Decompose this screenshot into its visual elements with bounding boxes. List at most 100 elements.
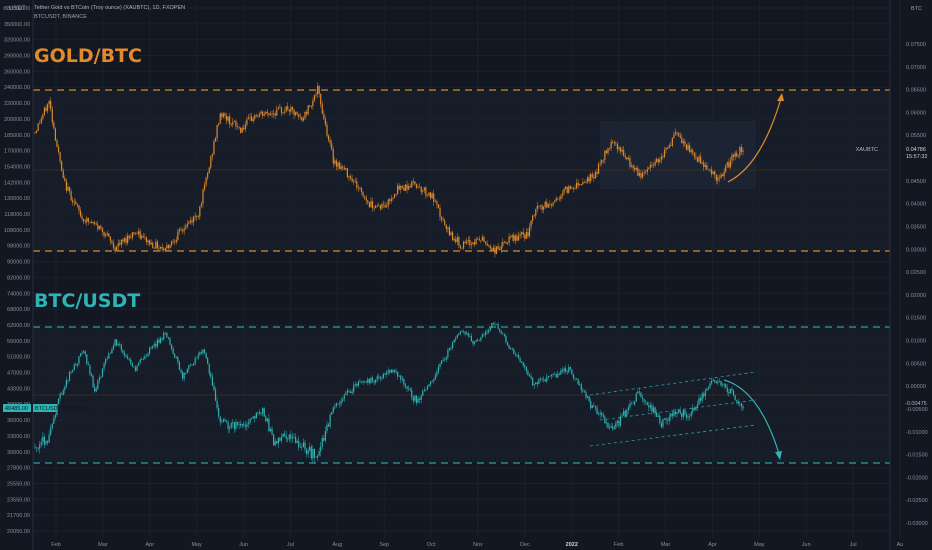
candle-body (637, 168, 639, 176)
candle-body (558, 373, 560, 375)
candle-body (288, 109, 290, 112)
candle-body (500, 245, 502, 250)
btc-projection-arrow[interactable] (723, 379, 781, 458)
overlay-symbol-label[interactable]: BTCUSDT, BINANCE (34, 14, 87, 20)
candle-body (455, 338, 457, 340)
candle-body (287, 106, 289, 110)
candle-body (54, 415, 57, 418)
time-axis-tick: Feb (51, 542, 60, 548)
candle-body (68, 186, 71, 192)
candle-body (123, 238, 126, 242)
candle-body (728, 391, 730, 394)
candle-body (516, 354, 518, 356)
candle-body (67, 380, 69, 381)
candle-body (521, 232, 523, 235)
candle-body (543, 379, 545, 380)
candle-body (251, 116, 253, 121)
candle-body (555, 198, 557, 202)
candle-body (131, 363, 133, 367)
candle-body (243, 128, 245, 130)
candle-body (95, 389, 97, 392)
time-axis[interactable]: Feb Mar Apr May Jun Jul Aug Sep Oct Nov Dec 2022 Feb… (51, 542, 903, 548)
candle-body (136, 233, 138, 235)
candle-body (357, 187, 359, 189)
candle-body (304, 111, 306, 119)
candle-body (298, 440, 300, 448)
candle-body (326, 424, 328, 432)
currency-label[interactable]: USDT (9, 6, 26, 12)
candle-body (235, 422, 237, 430)
candle-body (740, 146, 743, 152)
candle-body (236, 422, 239, 425)
candle-body (101, 368, 104, 377)
candle-body (84, 221, 86, 223)
candle-body (492, 247, 494, 251)
candle-body (86, 217, 88, 223)
candle-body (681, 413, 683, 418)
candle-body (535, 382, 537, 385)
btc-arrow-head-icon (775, 451, 782, 460)
candle-body (401, 186, 403, 188)
candle-body (386, 372, 388, 375)
candle-body (670, 413, 672, 417)
candle-body (558, 198, 560, 200)
candle-body (684, 141, 686, 145)
right-axis-tick: -0.02000 (906, 475, 928, 481)
candle-body (346, 390, 348, 394)
candle-body (582, 182, 584, 185)
candle-body (624, 155, 626, 158)
candle-body (73, 201, 75, 203)
right-axis-tick: 0.03000 (906, 247, 926, 253)
candle-body (269, 113, 272, 115)
candle-body (445, 224, 447, 229)
candle-body (362, 381, 364, 383)
candle-body (61, 161, 63, 172)
candle-body (403, 187, 405, 191)
candle-body (284, 433, 286, 436)
candle-body (514, 235, 516, 241)
symbol-title[interactable]: Tether Gold vs BTCoin (Troy ounce) (XAUB… (34, 5, 185, 11)
candle-body (464, 241, 466, 244)
candle-body (337, 162, 339, 167)
btc-right-tag: -0.00475 (905, 401, 927, 407)
candle-body (224, 113, 226, 116)
candle-body (387, 199, 389, 206)
candle-body (604, 150, 606, 160)
candle-body (742, 406, 744, 409)
candle-body (557, 373, 559, 378)
candle-body (517, 354, 520, 359)
candle-body (155, 344, 157, 347)
candle-body (403, 379, 405, 385)
candle-body (90, 221, 93, 224)
candle-body (280, 107, 283, 113)
candle-body (649, 405, 651, 408)
candle-body (610, 426, 612, 428)
btc-channel-lower[interactable] (589, 424, 757, 447)
candle-body (525, 232, 527, 239)
time-axis-tick: Apr (145, 542, 154, 548)
candle-body (400, 186, 402, 190)
btc-channel-mid[interactable] (599, 399, 757, 421)
candle-body (98, 377, 100, 381)
right-price-axis[interactable]: 0.075000.070000.065000.060000.055000.050… (903, 42, 931, 527)
candle-body (345, 393, 347, 395)
candle-body (197, 216, 199, 218)
left-axis-tick: 108000.00 (4, 228, 30, 234)
candle-body (711, 169, 713, 175)
candle-body (103, 232, 105, 236)
gold-projection-arrow[interactable] (727, 94, 783, 183)
left-price-axis[interactable]: 380000.00 350000.00 320000.00 290000.00 2600… (4, 6, 30, 535)
collapse-chevron-icon[interactable]: ‹ (3, 5, 6, 12)
btc-channel-upper[interactable] (589, 371, 757, 396)
candle-body (276, 441, 278, 444)
candle-body (100, 376, 102, 378)
candle-body (596, 172, 598, 174)
candle-body (506, 242, 509, 244)
right-axis-tick: 0.02000 (906, 293, 926, 299)
candle-body (263, 408, 265, 417)
candle-body (64, 177, 66, 181)
candle-body (623, 150, 625, 156)
candle-body (227, 116, 229, 121)
candle-body (144, 356, 146, 359)
